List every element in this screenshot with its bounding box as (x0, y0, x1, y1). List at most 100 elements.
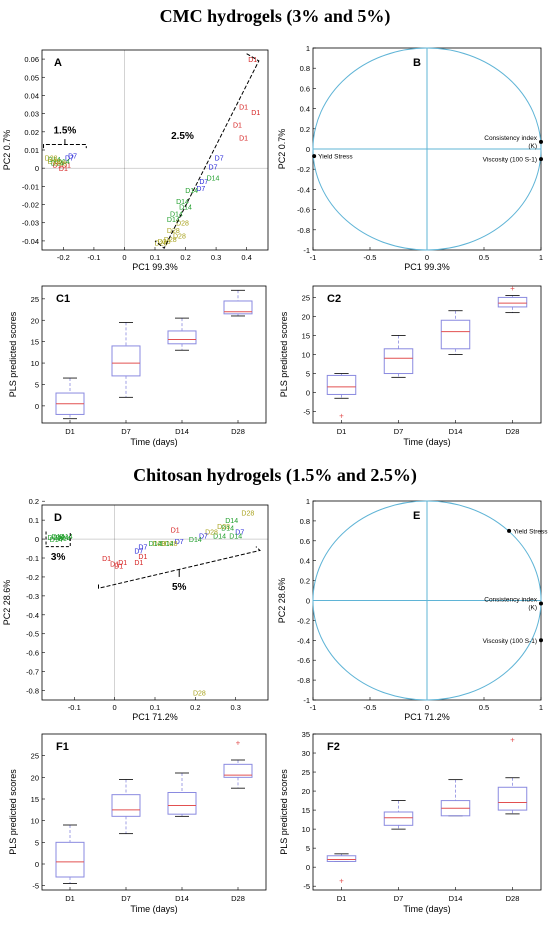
score-point-d14: D14 (52, 534, 65, 541)
chart-C1-boxplot: 0 5 10 15 20 25 Time (days) PLS predicted score… (8, 285, 267, 447)
y-axis-label: PLS predicted scores (8, 769, 18, 855)
x-tick-label: D14 (449, 894, 463, 903)
y-tick-label: 10 (302, 825, 310, 834)
x-tick-label: 1 (539, 703, 543, 712)
score-point-d14: D14 (229, 533, 242, 540)
score-point-d14: D14 (56, 535, 69, 542)
loading-label-1: Yield Stress (318, 154, 353, 161)
y-tick-label: 30 (302, 749, 310, 758)
y-tick-label: -0.03 (22, 219, 39, 228)
score-point-d14: D14 (50, 537, 63, 544)
score-point-d28: D28 (173, 233, 186, 240)
x-tick-label: D14 (449, 427, 463, 436)
box-d28 (497, 296, 528, 308)
panel-label: A (54, 57, 62, 69)
score-point-d1: D1 (138, 554, 147, 561)
y-tick-label: 0 (306, 863, 310, 872)
plot-frame (41, 49, 269, 251)
score-point-d28: D28 (165, 541, 178, 548)
y-tick-label: 5 (35, 838, 39, 847)
y-tick-label: -0.8 (26, 687, 39, 696)
y-tick-label: 15 (302, 331, 310, 340)
y-tick-label: 0.2 (300, 577, 310, 586)
y-tick-label: -0.4 (297, 636, 310, 645)
score-point-d1: D1 (233, 123, 242, 130)
score-point-d14: D14 (207, 175, 220, 182)
y-tick-label: 0 (35, 164, 39, 173)
y-tick-label: 25 (31, 295, 39, 304)
x-tick-label: D28 (506, 427, 520, 436)
bracket-2-5pct (154, 53, 260, 249)
outlier-marker: + (339, 876, 344, 885)
y-tick-label: 1 (306, 497, 310, 506)
box-d14 (440, 319, 471, 350)
score-point-d14: D14 (149, 541, 162, 548)
loading-point (539, 638, 543, 643)
y-axis-label: PC2 28.6% (277, 578, 287, 624)
panel-label: F2 (327, 741, 340, 753)
y-tick-label: 35 (302, 730, 310, 739)
x-tick-label: D1 (337, 894, 347, 903)
chart-D-pca-scores: -0.8 -0.7 -0.6 -0.5 -0.4 -0.3 -0.2 -0.1 0 0.1 0.2 -… (2, 497, 269, 722)
y-tick-label: 0.6 (300, 84, 310, 93)
score-point-d1: D1 (239, 104, 248, 111)
loading-label-3: Viscosity (100 S-1) (483, 638, 537, 645)
x-tick-label: 0.5 (479, 703, 489, 712)
y-axis-label: PLS predicted scores (8, 311, 18, 397)
loading-point (539, 139, 543, 144)
y-tick-label: 0.8 (300, 517, 310, 526)
x-tick-label: 0 (425, 703, 429, 712)
panel-label: E (413, 510, 420, 522)
y-tick-label: 10 (31, 359, 39, 368)
y-tick-label: 0 (35, 402, 39, 411)
x-axis-label: PC1 71.2% (404, 712, 450, 722)
outlier-marker: + (510, 736, 515, 745)
y-tick-label: 5 (306, 370, 310, 379)
score-point-d28: D28 (241, 511, 254, 518)
x-tick-label: 0 (122, 253, 126, 262)
score-point-d7: D7 (209, 164, 218, 171)
x-axis-label: PC1 99.3% (132, 262, 178, 272)
y-tick-label: 1 (306, 44, 310, 53)
chart-F2-boxplot: -5 0 5 10 15 20 25 30 35 Time (days) PLS predicted… (279, 730, 542, 914)
y-tick-label: 0.8 (300, 64, 310, 73)
y-tick-label: -0.3 (26, 592, 39, 601)
loading-label-1: Yield Stress (513, 528, 548, 535)
score-point-d1: D1 (251, 110, 260, 117)
x-tick-label: 0.4 (241, 253, 251, 262)
annotation-1-5pct: 1.5% (54, 126, 77, 137)
x-tick-label: -0.2 (57, 253, 70, 262)
box-d28 (223, 763, 253, 778)
y-axis-label: PLS predicted scores (279, 311, 289, 397)
score-point-d28: D28 (45, 155, 58, 162)
panel-label: D (54, 512, 62, 524)
y-axis-label: PC2 0.7% (2, 130, 12, 171)
score-point-d28: D28 (155, 241, 168, 248)
score-point-d14: D14 (57, 159, 70, 166)
score-point-d1: D1 (118, 560, 127, 567)
score-point-d28: D28 (176, 221, 189, 228)
panel-label: C1 (56, 293, 70, 305)
score-point-d7: D7 (196, 186, 205, 193)
box-d28 (497, 786, 528, 811)
score-point-d14: D14 (48, 157, 61, 164)
box-d1 (326, 855, 357, 862)
y-tick-label: -0.5 (26, 630, 39, 639)
score-point-d7: D7 (138, 545, 147, 552)
panel-label: C2 (327, 293, 341, 305)
loading-label-2: Consistency index (484, 135, 537, 142)
score-point-d14: D14 (51, 161, 64, 168)
score-point-d14: D14 (221, 526, 234, 533)
score-point-d7: D7 (199, 179, 208, 186)
plot-frame (41, 285, 267, 424)
chart-A-pca-scores: -0.04 -0.03 -0.02 -0.01 0 0.01 0.02 0.03 0.04 0.0… (2, 49, 269, 272)
y-tick-label: 0.01 (24, 146, 39, 155)
y-tick-label: 5 (306, 844, 310, 853)
x-tick-label: 0.3 (230, 703, 240, 712)
score-point-d1: D1 (102, 556, 111, 563)
y-tick-label: -0.02 (22, 201, 39, 210)
box-d7 (111, 345, 141, 377)
score-point-d14: D14 (60, 534, 73, 541)
y-tick-label: -0.01 (22, 182, 39, 191)
y-tick-label: 0.1 (29, 516, 39, 525)
